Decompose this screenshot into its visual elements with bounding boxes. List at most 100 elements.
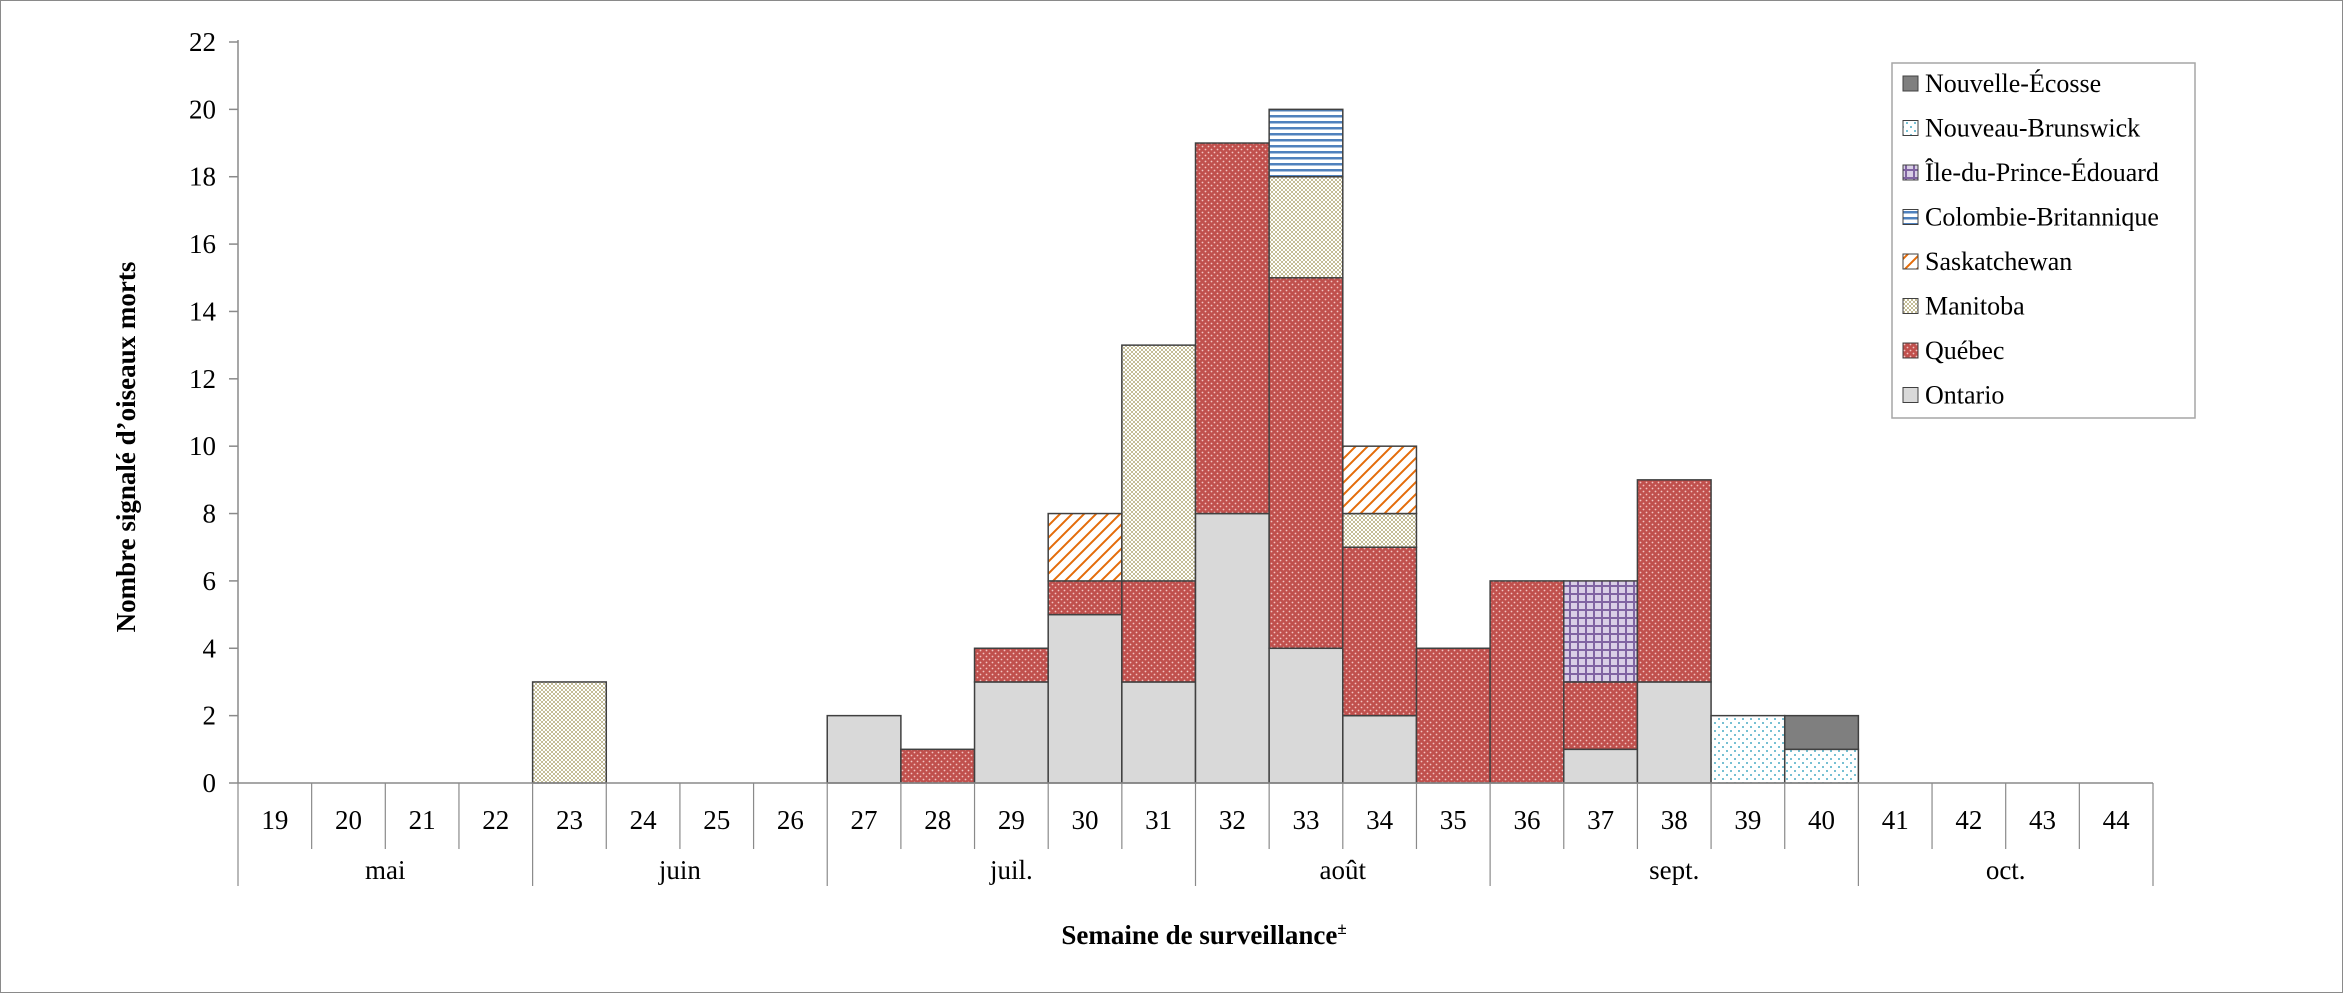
legend-box	[1891, 62, 2196, 419]
bar-quebec-week-36	[1489, 580, 1565, 784]
x-tick-label-week-30: 30	[1072, 805, 1099, 835]
x-tick-label-week-19: 19	[261, 805, 288, 835]
bar-quebec-week-37	[1563, 681, 1639, 751]
bar-quebec-week-33	[1268, 277, 1344, 650]
x-tick-label-week-38: 38	[1661, 805, 1688, 835]
x-tick-label-week-23: 23	[556, 805, 583, 835]
y-tick-label-0: 0	[203, 768, 217, 798]
legend-label-nouvelle-ecosse: Nouvelle-Écosse	[1925, 69, 2101, 98]
y-tick-label-12: 12	[189, 364, 216, 394]
x-tick-label-week-20: 20	[335, 805, 362, 835]
legend: Nouvelle-Écosse Nouveau-Brunswick Île-du-P…	[1891, 62, 2196, 419]
x-tick-label-week-27: 27	[851, 805, 878, 835]
bar-ontario-week-27	[826, 714, 902, 784]
legend-swatch-nouveau-brunswick	[1902, 120, 1919, 136]
legend-swatch-ile-du-prince-edouard	[1902, 164, 1919, 181]
x-tick-label-week-44: 44	[2103, 805, 2131, 835]
bar-ontario-week-37	[1563, 748, 1639, 784]
bar-ontario-week-30	[1047, 613, 1123, 784]
bar-ontario-week-29	[973, 681, 1049, 784]
legend-swatch-ontario	[1902, 387, 1919, 403]
x-tick-label-week-40: 40	[1808, 805, 1835, 835]
y-tick-label-14: 14	[189, 296, 217, 326]
x-tick-label-week-21: 21	[409, 805, 436, 835]
bar-ontario-week-32	[1194, 512, 1270, 784]
x-tick-label-week-25: 25	[703, 805, 730, 835]
x-tick-label-week-33: 33	[1292, 805, 1319, 835]
y-tick-label-10: 10	[189, 431, 216, 461]
x-tick-label-week-35: 35	[1440, 805, 1467, 835]
y-tick-label-4: 4	[203, 633, 217, 663]
x-tick-label-week-28: 28	[924, 805, 951, 835]
x-tick-label-week-36: 36	[1513, 805, 1540, 835]
bars-layer	[531, 108, 1860, 784]
bar-quebec-week-31	[1121, 580, 1197, 683]
x-tick-label-week-41: 41	[1882, 805, 1909, 835]
x-tick-label-week-43: 43	[2029, 805, 2056, 835]
bar-quebec-week-34	[1342, 546, 1418, 717]
x-axis-title-superscript: ±	[1337, 919, 1346, 938]
x-tick-label-week-29: 29	[998, 805, 1025, 835]
month-label-mai: mai	[365, 855, 406, 885]
legend-swatch-colombie-britannique	[1902, 209, 1919, 225]
bar-quebec-week-28	[900, 748, 976, 784]
month-label-juil: juil.	[989, 855, 1033, 885]
bar-quebec-week-32	[1194, 142, 1270, 515]
legend-swatch-nouvelle-ecosse	[1902, 75, 1919, 92]
legend-label-ontario: Ontario	[1925, 381, 2004, 410]
bar-nouveau-brunswick-week-39	[1710, 714, 1786, 784]
bar-ontario-week-34	[1342, 714, 1418, 784]
y-axis-title: Nombre signalé d’oiseaux morts	[111, 262, 141, 633]
legend-swatch-manitoba	[1902, 298, 1919, 314]
legend-swatch-saskatchewan	[1902, 253, 1919, 270]
legend-label-ile-du-prince-edouard: Île-du-Prince-Édouard	[1925, 158, 2159, 187]
month-label-sept: sept.	[1649, 855, 1699, 885]
bar-manitoba-week-34	[1342, 512, 1418, 548]
month-label-juin: juin	[658, 855, 702, 885]
x-tick-label-week-22: 22	[482, 805, 509, 835]
legend-label-quebec: Québec	[1925, 336, 2004, 365]
bar-nouvelle-ecosse-week-40	[1783, 714, 1860, 751]
bar-quebec-week-35	[1415, 647, 1491, 784]
x-axis-title-text: Semaine de surveillance	[1061, 920, 1337, 950]
bar-quebec-week-29	[973, 647, 1049, 683]
bar-saskatchewan-week-34	[1342, 445, 1418, 515]
bar-saskatchewan-week-30	[1047, 512, 1123, 582]
bar-manitoba-week-23	[531, 681, 608, 784]
y-tick-label-6: 6	[203, 566, 217, 596]
month-label-oct: oct.	[1986, 855, 2026, 885]
bar-quebec-week-38	[1636, 479, 1712, 683]
bar-ontario-week-31	[1121, 681, 1197, 784]
y-tick-label-22: 22	[189, 27, 216, 57]
bar-ontario-week-33	[1268, 647, 1344, 784]
x-tick-label-week-31: 31	[1145, 805, 1172, 835]
x-tick-label-week-37: 37	[1587, 805, 1614, 835]
x-tick-label-week-39: 39	[1734, 805, 1761, 835]
month-label-aout: août	[1320, 855, 1367, 885]
x-tick-label-week-26: 26	[777, 805, 804, 835]
x-tick-label-week-34: 34	[1366, 805, 1394, 835]
bar-manitoba-week-33	[1268, 175, 1344, 279]
x-tick-label-week-32: 32	[1219, 805, 1246, 835]
x-tick-label-week-24: 24	[630, 805, 658, 835]
x-tick-label-week-42: 42	[1955, 805, 1982, 835]
legend-label-manitoba: Manitoba	[1925, 292, 2025, 321]
legend-label-saskatchewan: Saskatchewan	[1925, 247, 2072, 276]
x-axis-title: Semaine de surveillance±	[1061, 919, 1346, 950]
legend-swatch-quebec	[1902, 342, 1919, 359]
bar-manitoba-week-31	[1121, 344, 1197, 582]
legend-label-nouveau-brunswick: Nouveau-Brunswick	[1925, 114, 2140, 143]
bar-ile-du-prince-edouard-week-37	[1563, 580, 1639, 683]
bar-colombie-britannique-week-33	[1268, 108, 1344, 178]
legend-label-colombie-britannique: Colombie-Britannique	[1925, 203, 2159, 232]
bar-ontario-week-38	[1636, 681, 1712, 784]
bar-nouveau-brunswick-week-40	[1783, 748, 1860, 784]
y-tick-label-2: 2	[203, 701, 217, 731]
y-tick-label-8: 8	[203, 499, 217, 529]
y-tick-label-18: 18	[189, 162, 216, 192]
bar-quebec-week-30	[1047, 580, 1123, 616]
y-tick-label-20: 20	[189, 94, 216, 124]
